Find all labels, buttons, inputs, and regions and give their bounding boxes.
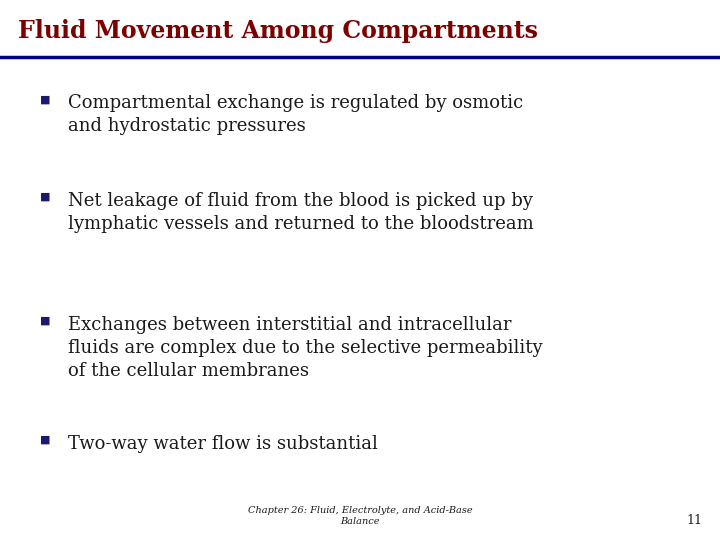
- Text: Two-way water flow is substantial: Two-way water flow is substantial: [68, 435, 378, 453]
- Text: Net leakage of fluid from the blood is picked up by
lymphatic vessels and return: Net leakage of fluid from the blood is p…: [68, 192, 534, 233]
- Text: ■: ■: [40, 316, 50, 326]
- Text: Chapter 26: Fluid, Electrolyte, and Acid-Base
Balance: Chapter 26: Fluid, Electrolyte, and Acid…: [248, 507, 472, 526]
- Text: Exchanges between interstitial and intracellular
fluids are complex due to the s: Exchanges between interstitial and intra…: [68, 316, 543, 380]
- Text: ■: ■: [40, 435, 50, 445]
- Text: ■: ■: [40, 192, 50, 202]
- Text: Fluid Movement Among Compartments: Fluid Movement Among Compartments: [18, 19, 538, 43]
- Text: Compartmental exchange is regulated by osmotic
and hydrostatic pressures: Compartmental exchange is regulated by o…: [68, 94, 523, 136]
- Text: 11: 11: [686, 514, 702, 526]
- Text: ■: ■: [40, 94, 50, 105]
